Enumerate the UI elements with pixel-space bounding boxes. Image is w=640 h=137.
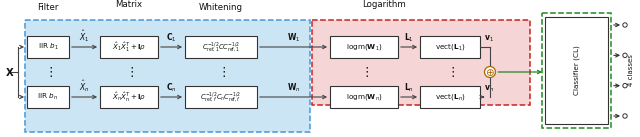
- Text: $\vdots$: $\vdots$: [216, 65, 225, 79]
- Bar: [100, 36, 158, 58]
- Circle shape: [623, 23, 627, 27]
- Bar: [420, 36, 480, 58]
- Bar: [27, 86, 69, 108]
- Bar: [330, 36, 398, 58]
- Text: Whitening: Whitening: [199, 3, 243, 12]
- Bar: [312, 20, 530, 105]
- Text: $\oplus$: $\oplus$: [485, 66, 495, 78]
- Text: $\mathbf{C}_1$: $\mathbf{C}_1$: [166, 32, 177, 44]
- Text: Classifier (CL): Classifier (CL): [573, 46, 580, 95]
- Bar: [545, 17, 608, 124]
- Bar: [420, 86, 480, 108]
- Text: $\mathrm{vect}(\mathbf{L}_1)$: $\mathrm{vect}(\mathbf{L}_1)$: [435, 42, 465, 52]
- Bar: [330, 86, 398, 108]
- Text: $\mathrm{logm}(\mathbf{W}_n)$: $\mathrm{logm}(\mathbf{W}_n)$: [346, 92, 382, 102]
- Text: Matrix
Logarithm: Matrix Logarithm: [362, 0, 406, 9]
- Text: $\mathbf{L}_n$: $\mathbf{L}_n$: [404, 82, 414, 94]
- Text: $\hat{X}_1$: $\hat{X}_1$: [79, 28, 90, 44]
- Text: Covariance
Matrix: Covariance Matrix: [105, 0, 153, 9]
- Text: $\vdots$: $\vdots$: [125, 65, 134, 79]
- Bar: [185, 36, 257, 58]
- Circle shape: [484, 66, 495, 78]
- Bar: [27, 36, 69, 58]
- Circle shape: [623, 114, 627, 118]
- Bar: [185, 86, 257, 108]
- Text: IIR $b_n$: IIR $b_n$: [38, 92, 58, 102]
- Text: 4 classes: 4 classes: [628, 55, 634, 86]
- Text: IIR $b_1$: IIR $b_1$: [38, 42, 58, 52]
- Text: $\hat{X}_1\hat{X}_1^T + \mathbf{I}\rho$: $\hat{X}_1\hat{X}_1^T + \mathbf{I}\rho$: [112, 40, 146, 54]
- Text: $C_{\mathrm{ref},1}^{-1/2}CC_{\mathrm{ref},1}^{-1/2}$: $C_{\mathrm{ref},1}^{-1/2}CC_{\mathrm{re…: [202, 40, 240, 54]
- Text: $\mathrm{logm}(\mathbf{W}_1)$: $\mathrm{logm}(\mathbf{W}_1)$: [346, 42, 382, 52]
- Circle shape: [623, 83, 627, 88]
- Text: Filter: Filter: [37, 3, 59, 12]
- Text: $\hat{X}_n$: $\hat{X}_n$: [79, 78, 90, 94]
- Text: $\mathbf{L}_1$: $\mathbf{L}_1$: [404, 32, 414, 44]
- Text: $\mathbf{X}$: $\mathbf{X}$: [5, 66, 15, 78]
- Text: $\mathbf{W}_1$: $\mathbf{W}_1$: [287, 32, 300, 44]
- Circle shape: [623, 53, 627, 58]
- Text: $\vdots$: $\vdots$: [44, 65, 52, 79]
- Text: $C_{\mathrm{ref},f}^{-1/2}C_n C_{\mathrm{ref},f}^{-1/2}$: $C_{\mathrm{ref},f}^{-1/2}C_n C_{\mathrm…: [200, 90, 242, 104]
- Text: $\vdots$: $\vdots$: [445, 65, 454, 79]
- Text: $\mathbf{v}_1$: $\mathbf{v}_1$: [484, 34, 494, 44]
- Bar: [25, 20, 310, 132]
- Text: $\mathbf{W}_n$: $\mathbf{W}_n$: [287, 82, 300, 94]
- Text: $\vdots$: $\vdots$: [360, 65, 369, 79]
- Text: $\hat{X}_n\hat{X}_n^T + \mathbf{I}\rho$: $\hat{X}_n\hat{X}_n^T + \mathbf{I}\rho$: [112, 90, 146, 104]
- Bar: [542, 13, 611, 128]
- Bar: [100, 86, 158, 108]
- Text: $\mathbf{v}_n$: $\mathbf{v}_n$: [484, 83, 494, 94]
- Text: $\mathrm{vect}(\mathbf{L}_n)$: $\mathrm{vect}(\mathbf{L}_n)$: [435, 92, 465, 102]
- Text: $\mathbf{C}_n$: $\mathbf{C}_n$: [166, 82, 177, 94]
